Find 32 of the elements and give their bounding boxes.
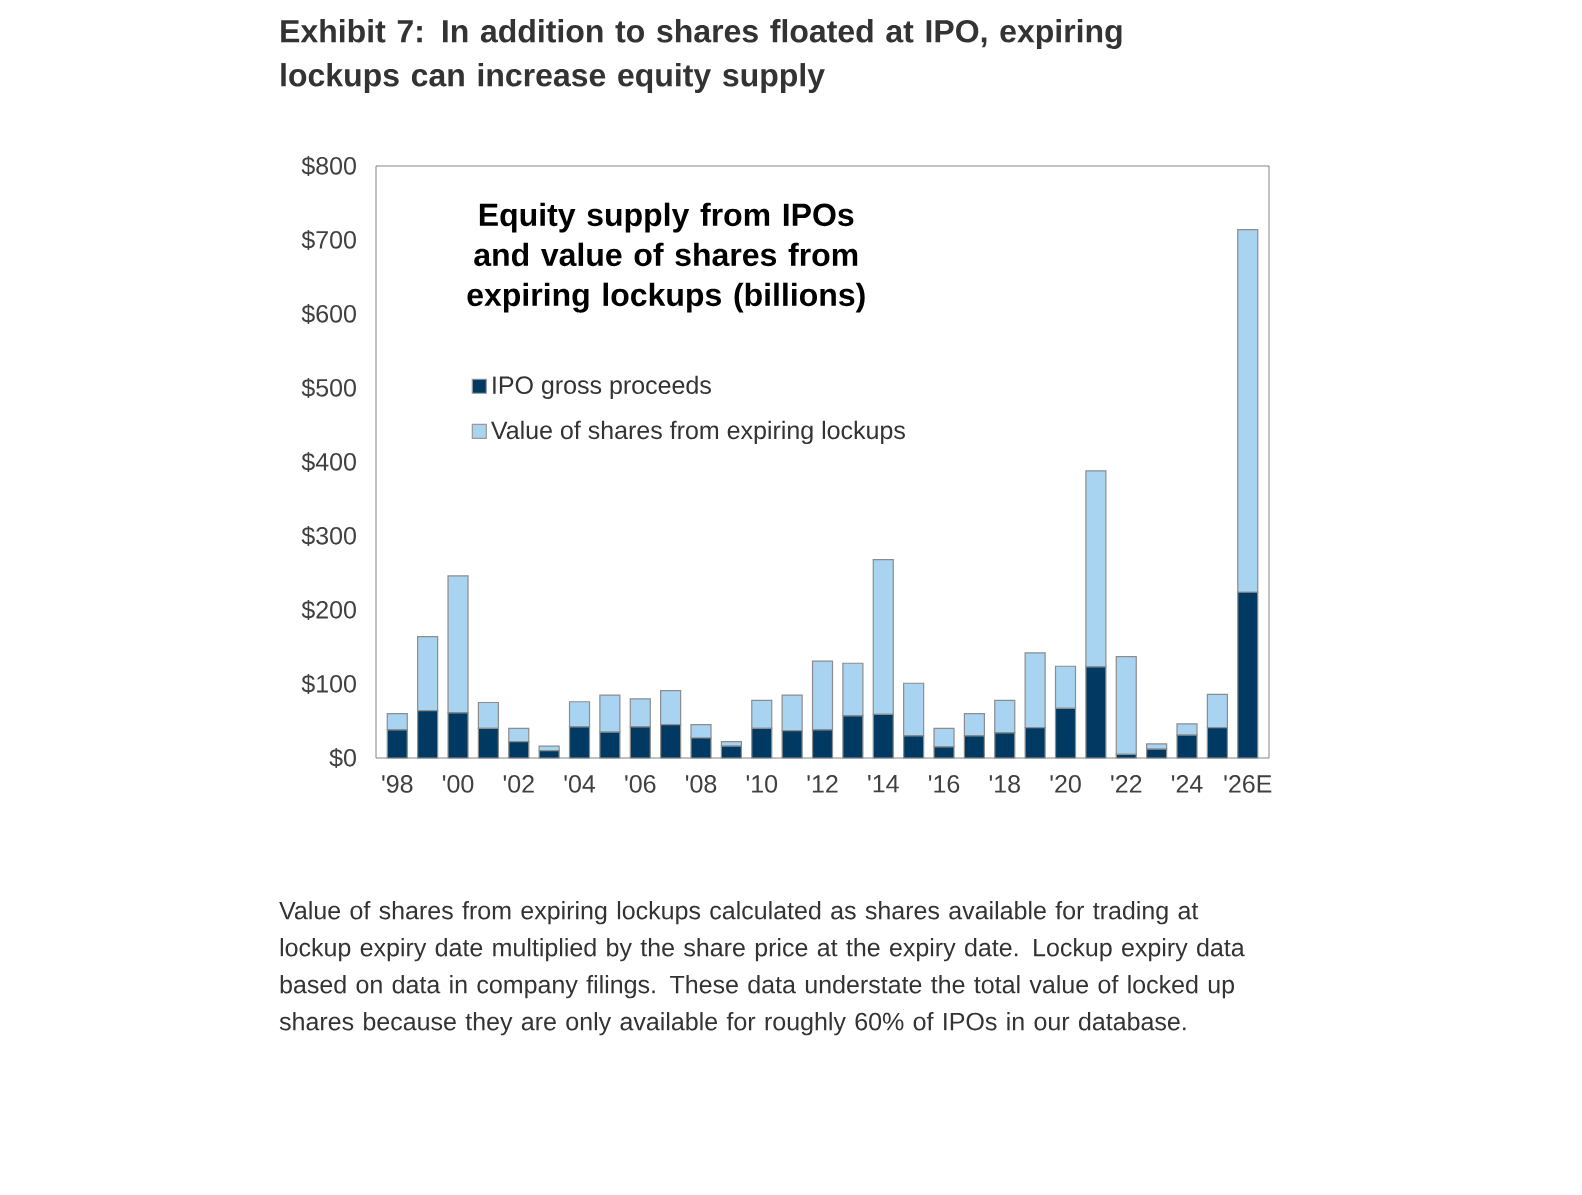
x-tick-label: '14 xyxy=(868,775,899,793)
x-tick-label: '02 xyxy=(503,775,534,793)
x-tick-label: '08 xyxy=(685,775,717,793)
x-tick-label: '22 xyxy=(1111,775,1142,793)
text: Value of shares from expiring lockups calculated as shares available for trading at lockup expiry date multiplied by the share price at the expiry date. Lockup expiry data based on data in company filings. These data understate the total value of locked up shares because they are only available for roughly 60% of IPOs in our database. xyxy=(279,901,1245,1036)
y-tick-label: $0 xyxy=(329,747,356,769)
y-tick-label: $400 xyxy=(301,451,356,473)
x-tick-label: '04 xyxy=(564,775,596,793)
y-tick-label: $300 xyxy=(301,525,356,547)
y-tick-label: $500 xyxy=(301,377,356,399)
y-tick-label: $700 xyxy=(301,229,356,251)
text: Equity supply from IPOs and value of shares from expiring lockups (billions) xyxy=(467,202,865,313)
bar xyxy=(1115,656,1137,755)
x-tick-label: '98 xyxy=(382,775,413,793)
bar xyxy=(720,745,742,759)
y-tick-label: $100 xyxy=(301,673,356,695)
legend-label: Value of shares from expiring lockups xyxy=(491,420,905,445)
y-tick-label: $800 xyxy=(301,155,356,177)
bar xyxy=(538,750,560,759)
x-tick-label: '06 xyxy=(625,775,656,793)
x-tick-label: '20 xyxy=(1050,775,1081,793)
x-tick-label: '16 xyxy=(928,775,960,793)
y-tick-label: $600 xyxy=(301,303,356,325)
legend-label: IPO gross proceeds xyxy=(493,375,711,399)
y-tick-label: $200 xyxy=(301,599,356,621)
x-tick-label: '18 xyxy=(989,775,1020,793)
x-tick-label: '12 xyxy=(807,775,838,793)
x-tick-label: '26E xyxy=(1224,775,1272,793)
x-tick-label: '00 xyxy=(442,775,474,793)
chart-title: Exhibit 7: In addition to shares floated at IPO, expiring lockups can increase equity supply xyxy=(281,19,1122,93)
x-tick-label: '24 xyxy=(1171,775,1203,793)
x-tick-label: '10 xyxy=(746,775,778,793)
